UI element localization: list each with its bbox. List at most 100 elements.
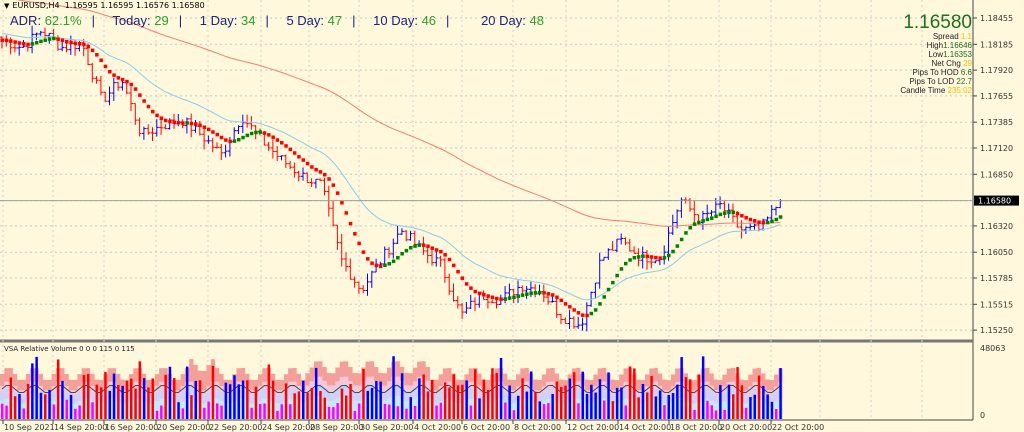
trend-dot (753, 219, 757, 223)
volume-bar (607, 372, 610, 419)
trend-dot (662, 256, 667, 260)
trend-dot (348, 221, 353, 226)
trend-dot (710, 216, 714, 220)
collapse-triangle-icon[interactable]: ▼ (4, 2, 10, 10)
ma-mid-line (1, 33, 781, 301)
trend-dot (323, 172, 327, 177)
trend-dot (667, 253, 671, 258)
trend-dot (533, 291, 538, 295)
time-label: 28 Sep 20:00 (310, 423, 363, 432)
trend-dot (641, 254, 645, 258)
volume-bar (259, 403, 262, 419)
trend-dot (232, 139, 237, 143)
price-tick-label: 1.18455 (980, 14, 1013, 23)
trend-dot (464, 282, 469, 286)
volume-bar (112, 373, 116, 419)
trend-dot (206, 127, 211, 132)
volume-bar (327, 406, 331, 419)
volume-bar (598, 379, 602, 419)
trend-dot (675, 244, 680, 248)
volume-bar (443, 382, 447, 419)
spread-row: Spread 1.1 (932, 32, 972, 41)
volume-bar (18, 393, 21, 419)
volume-bar (400, 373, 404, 419)
volume-bar (160, 405, 163, 419)
volume-bar (310, 388, 314, 419)
trend-dot (108, 69, 112, 74)
volume-bar (775, 408, 778, 419)
low-row: Low1.16353 (928, 50, 972, 59)
volume-bar (736, 367, 739, 419)
volume-bar (224, 382, 228, 419)
volume-bar (581, 371, 584, 419)
volume-bar (13, 396, 17, 419)
trend-dot (0, 38, 4, 43)
price-tick-label: 1.17385 (980, 118, 1013, 127)
trend-dot (671, 249, 675, 254)
trend-dot (426, 244, 430, 248)
trend-dot (103, 64, 108, 69)
volume-bar (35, 356, 38, 419)
volume-bar (667, 394, 670, 419)
price-tick-label: 1.17120 (980, 144, 1013, 153)
net-change-row: Net Chg 29 (931, 59, 973, 68)
trend-dot (615, 273, 619, 278)
trend-dot (185, 121, 189, 125)
volume-bar (220, 405, 223, 419)
volume-bar (203, 407, 206, 419)
trend-dot (555, 295, 559, 300)
time-label: 20 Oct 20:00 (720, 423, 772, 432)
volume-bar (641, 383, 645, 419)
trend-dot (550, 293, 555, 297)
volume-bar (56, 359, 60, 419)
volume-bar (168, 366, 172, 419)
trend-dot (430, 246, 434, 250)
trend-dot (572, 308, 576, 312)
trend-dot (254, 130, 258, 135)
volume-bar (65, 399, 68, 419)
trend-dot (765, 220, 770, 225)
5day-value: 47 (327, 13, 343, 28)
time-label: 4 Oct 20:00 (414, 423, 461, 432)
volume-bar (684, 377, 688, 419)
trend-dot (310, 165, 314, 169)
volume-bar (52, 404, 56, 419)
trend-dot (168, 119, 172, 124)
volume-bar (723, 409, 726, 419)
volume-bar (293, 393, 296, 419)
trend-dot (404, 248, 409, 253)
volume-min-label: 0 (980, 411, 985, 420)
trend-dot (701, 219, 705, 223)
trend-dot (748, 217, 753, 222)
trend-dot (271, 135, 275, 139)
volume-bar (340, 388, 344, 419)
1day-label: 1 Day: (199, 13, 238, 28)
trend-dot (43, 38, 47, 42)
current-price-badge-label: 1.16580 (978, 197, 1011, 206)
volume-bar (697, 374, 701, 419)
volume-bar (727, 384, 731, 419)
trend-dot (275, 138, 280, 142)
trend-dot (632, 255, 637, 260)
volume-bar (542, 404, 546, 419)
trend-dot (460, 276, 465, 280)
trend-dot (628, 258, 632, 262)
volume-bar (198, 380, 202, 419)
trend-dot (619, 267, 624, 271)
trend-dot (361, 250, 366, 254)
time-label: 10 Sep 2021 (4, 423, 55, 432)
trend-dot (507, 296, 512, 300)
trend-dot (581, 313, 585, 317)
trend-dot (151, 109, 155, 114)
trend-dot (774, 217, 778, 222)
volume-bar (289, 404, 292, 419)
1day-value: 34 (240, 13, 256, 28)
trend-dot (593, 308, 598, 312)
adr-label: ADR: (10, 13, 42, 28)
volume-bar (671, 393, 675, 419)
volume-bar (237, 384, 240, 419)
volume-bar (680, 357, 683, 419)
volume-bar (48, 389, 51, 419)
trend-dot (65, 39, 69, 44)
